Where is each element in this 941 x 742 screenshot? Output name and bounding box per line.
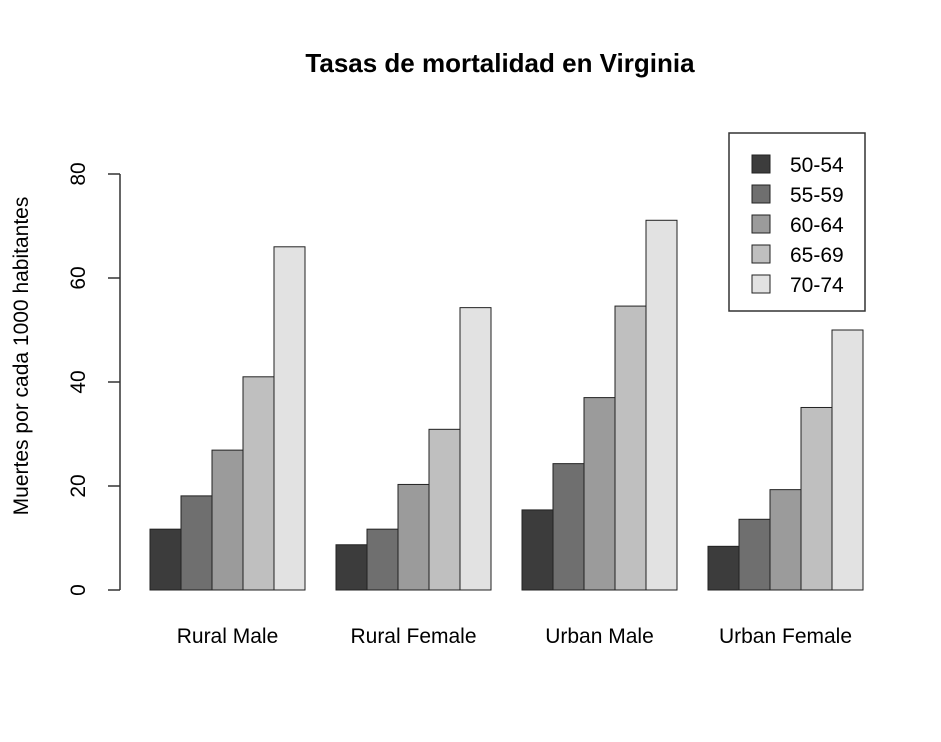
legend-label: 65-69 [790,244,844,267]
bar-rural-female-55-59 [366,528,399,591]
bar-rural-female-50-54 [335,544,368,591]
legend-swatch [751,244,771,264]
legend-label: 60-64 [790,214,844,237]
y-tick-label: 60 [67,266,90,289]
bar-rural-male-60-64 [211,449,244,591]
y-axis: 0 20 40 60 80 [67,162,121,596]
legend-swatch [751,214,771,234]
bar-rural-male-55-59 [180,495,213,591]
legend: 50-54 55-59 60-64 65-69 70-74 [728,132,866,312]
bar-urban-female-50-54 [707,545,740,591]
bar-urban-male-70-74 [645,219,678,591]
y-tick-label: 80 [67,162,90,185]
legend-label: 50-54 [790,154,844,177]
y-tick-label: 20 [67,474,90,497]
legend-label: 70-74 [790,274,844,297]
legend-swatch [751,184,771,204]
bar-rural-male-65-69 [242,376,275,591]
category-labels: Rural Male Rural Female Urban Male Urban Fe… [177,625,852,648]
y-tick-label: 0 [67,584,90,596]
bar-urban-male-60-64 [583,397,616,591]
legend-swatch [751,274,771,294]
bar-urban-female-55-59 [738,518,771,591]
category-label: Rural Male [177,625,279,648]
y-tick-label: 40 [67,370,90,393]
bar-rural-male-50-54 [149,528,182,591]
y-axis-title: Muertes por cada 1000 habitantes [10,197,33,516]
bar-urban-male-55-59 [552,463,585,591]
bar-rural-female-60-64 [397,483,430,591]
category-label: Urban Male [545,625,654,648]
legend-swatch [751,154,771,174]
chart-title: Tasas de mortalidad en Virginia [305,48,695,78]
bars [149,219,864,591]
bar-urban-male-50-54 [521,509,554,591]
bar-urban-female-60-64 [769,489,802,591]
bar-urban-female-65-69 [800,406,833,591]
bar-rural-male-70-74 [273,246,306,591]
legend-label: 55-59 [790,184,844,207]
category-label: Urban Female [719,625,852,648]
bar-rural-female-70-74 [459,307,492,591]
category-label: Rural Female [350,625,476,648]
bar-urban-male-65-69 [614,305,647,591]
bar-urban-female-70-74 [831,329,864,591]
bar-rural-female-65-69 [428,428,461,591]
